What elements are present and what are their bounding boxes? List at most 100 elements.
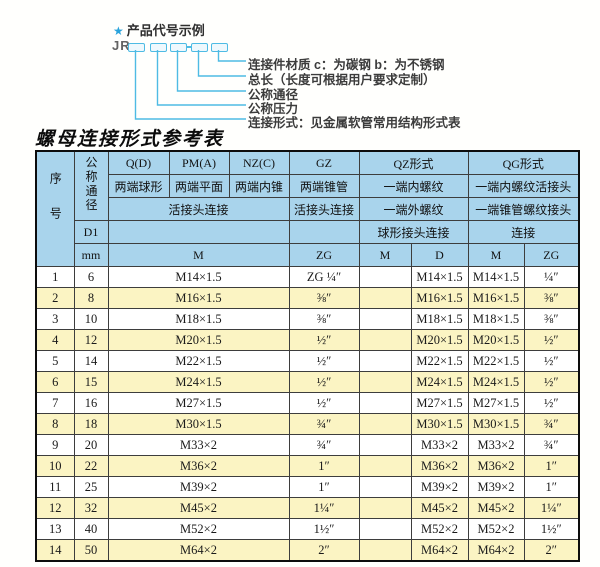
cell-qz-m [358, 371, 412, 393]
cell-gz: 1½″ [288, 518, 360, 540]
cell-m: M33×2 [107, 434, 290, 456]
diagram-label-pressure: 公称压力 [248, 102, 299, 116]
cell-qg-zg: 1″ [523, 476, 580, 498]
header-row-3: 活接头连接 活接头连接 一端外螺纹 一端锥管螺纹接头 [36, 197, 580, 221]
header-unit: mm [73, 243, 109, 267]
connector-lines [134, 50, 246, 120]
header-row-1: 序号 公称通径 Q(D) PM(A) NZ(C) GZ QZ形式 QG形式 [35, 150, 580, 267]
header-pm-desc: 两端平面 [168, 174, 230, 198]
header-qg-zg: ZG [523, 243, 580, 267]
header-union-joint: 活接头连接 [107, 197, 290, 221]
cell-gz: 1¼″ [288, 497, 360, 519]
cell-qg-m: M20×1.5 [467, 329, 525, 351]
cell-qz-m [358, 329, 412, 351]
cell-m: M27×1.5 [107, 392, 290, 414]
code-box-icon [150, 43, 167, 52]
header-qz: QZ形式 [358, 150, 469, 175]
cell-qz-d: M18×1.5 [410, 308, 469, 330]
cell-qg-zg: ¾″ [523, 413, 580, 435]
cell-qz-m [358, 413, 412, 435]
diagram-title: ★ 产品代号示例 [113, 20, 205, 38]
cell-qz-d: M24×1.5 [410, 371, 469, 393]
cell-qg-zg: ¾″ [523, 434, 580, 456]
cell-qg-m: M36×2 [467, 455, 525, 477]
header-zg: ZG [288, 243, 360, 267]
cell-qz-d: M20×1.5 [410, 329, 469, 351]
table-row: 13 40 M52×2 1½″ M52×2 M52×2 1½″ [35, 518, 580, 540]
table-row: 8 18 M30×1.5 ¾″ M30×1.5 M30×1.5 ¾″ [35, 413, 580, 435]
cell-m: M20×1.5 [107, 329, 290, 351]
cell-qg-m: M16×1.5 [467, 287, 525, 309]
cell-qz-m [358, 497, 412, 519]
header-m: M [107, 243, 290, 267]
table-row: 10 22 M36×2 1″ M36×2 M36×2 1″ [35, 455, 580, 477]
cell-m: M16×1.5 [107, 287, 290, 309]
cell-seq: 2 [35, 287, 75, 309]
cell-seq: 5 [35, 350, 75, 372]
cell-qz-m [358, 308, 412, 330]
header-row-2: 两端球形 两端平面 两端内锥 两端锥管 一端内螺纹 一端内螺纹活接头 [36, 174, 580, 198]
header-qg-desc-a: 一端内螺纹活接头 [467, 174, 580, 198]
cell-m: M14×1.5 [107, 266, 290, 288]
code-dash-icon [185, 46, 192, 48]
cell-m: M36×2 [107, 455, 290, 477]
cell-m: M18×1.5 [107, 308, 290, 330]
cell-m: M39×2 [107, 476, 290, 498]
header-qz-m: M [358, 243, 412, 267]
diagram-label-connection: 连接形式：见金属软管常用结构形式表 [248, 116, 461, 130]
header-q-desc: 两端球形 [107, 174, 170, 198]
cell-dn: 32 [73, 497, 109, 519]
cell-qg-zg: ¼″ [523, 266, 580, 288]
cell-qz-m [358, 287, 412, 309]
cell-seq: 8 [35, 413, 75, 435]
cell-qg-zg: ½″ [523, 329, 580, 351]
table-row: 14 50 M64×2 2″ M64×2 M64×2 2″ [35, 539, 580, 562]
cell-qz-m [358, 476, 412, 498]
cell-dn: 50 [73, 539, 109, 562]
table-row: 1 6 M14×1.5 ZG ¼″ M14×1.5 M14×1.5 ¼″ [35, 266, 580, 288]
cell-seq: 3 [35, 308, 75, 330]
cell-m: M64×2 [107, 539, 290, 562]
table-title: 螺母连接形式参考表 [35, 128, 225, 150]
table-row: 7 16 M27×1.5 ½″ M27×1.5 M27×1.5 ½″ [35, 392, 580, 414]
cell-qg-m: M64×2 [467, 539, 525, 562]
header-gz-desc: 两端锥管 [288, 174, 360, 198]
cell-seq: 10 [35, 455, 75, 477]
cell-dn: 18 [73, 413, 109, 435]
cell-gz: ½″ [288, 371, 360, 393]
table-body: 1 6 M14×1.5 ZG ¼″ M14×1.5 M14×1.5 ¼″ 2 8… [35, 266, 580, 562]
cell-gz: ½″ [288, 329, 360, 351]
cell-dn: 10 [73, 308, 109, 330]
diagram-label-length: 总长（长度可根据用户要求定制） [248, 73, 436, 87]
header-qg: QG形式 [467, 150, 580, 175]
cell-qg-m: M45×2 [467, 497, 525, 519]
cell-seq: 4 [35, 329, 75, 351]
cell-dn: 6 [73, 266, 109, 288]
cell-gz: ½″ [288, 392, 360, 414]
diagram-label-material: 连接件材质 c：为碳钢 b：为不锈钢 [248, 58, 445, 72]
cell-qz-d: M27×1.5 [410, 392, 469, 414]
header-seq: 序号 [35, 150, 75, 267]
table-row: 12 32 M45×2 1¼″ M45×2 M45×2 1¼″ [35, 497, 580, 519]
cell-qz-d: M30×1.5 [410, 413, 469, 435]
header-qg-m: M [467, 243, 525, 267]
header-qz-d: D [410, 243, 469, 267]
cell-dn: 16 [73, 392, 109, 414]
cell-qg-zg: ½″ [523, 371, 580, 393]
header-gz: GZ [288, 150, 360, 175]
cell-m: M52×2 [107, 518, 290, 540]
cell-m: M24×1.5 [107, 371, 290, 393]
cell-qg-zg: ½″ [523, 392, 580, 414]
cell-qg-m: M14×1.5 [467, 266, 525, 288]
cell-seq: 7 [35, 392, 75, 414]
header-row-5: mm M ZG M D M ZG [36, 243, 580, 267]
header-empty-qpmnz [107, 220, 290, 244]
table-row: 3 10 M18×1.5 ⅜″ M18×1.5 M18×1.5 ⅜″ [35, 308, 580, 330]
header-empty-gz [288, 220, 360, 244]
table-row: 9 20 M33×2 ¾″ M33×2 M33×2 ¾″ [35, 434, 580, 456]
cell-gz: ⅜″ [288, 287, 360, 309]
diagram-title-text: 产品代号示例 [126, 23, 205, 38]
cell-qz-d: M39×2 [410, 476, 469, 498]
header-d1: D1 [73, 220, 109, 244]
